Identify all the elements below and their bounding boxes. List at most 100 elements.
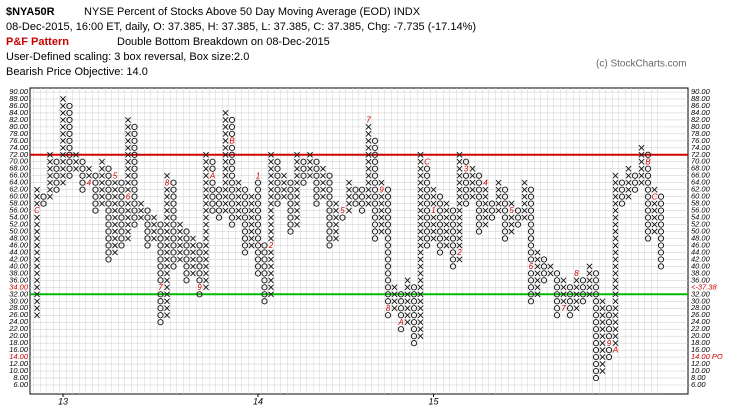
o-box xyxy=(118,207,125,214)
month-marker: 1 xyxy=(256,171,260,180)
x-box xyxy=(612,249,619,256)
x-box xyxy=(346,207,352,214)
x-box xyxy=(417,284,424,291)
o-column xyxy=(488,200,496,221)
month-marker: 2 xyxy=(268,241,274,250)
o-box xyxy=(527,277,535,284)
x-box xyxy=(404,319,411,326)
o-box xyxy=(105,193,112,200)
o-column xyxy=(540,256,548,284)
x-box xyxy=(164,214,170,221)
o-box xyxy=(287,186,294,193)
y-tick-label-left: 56.00 xyxy=(9,206,29,215)
y-tick-label-right: 44.00 xyxy=(691,247,711,256)
o-box xyxy=(157,319,164,326)
x-box xyxy=(34,221,40,228)
o-box xyxy=(384,284,392,291)
x-box xyxy=(534,263,541,270)
o-box xyxy=(592,326,600,333)
o-box xyxy=(501,235,509,242)
x-box xyxy=(417,270,424,277)
x-box xyxy=(268,193,274,200)
x-box xyxy=(391,298,398,305)
x-box xyxy=(164,284,170,291)
o-box xyxy=(53,186,60,193)
o-box xyxy=(462,179,470,186)
o-box xyxy=(579,284,587,291)
o-box xyxy=(261,256,268,263)
x-column xyxy=(294,151,300,228)
x-box xyxy=(60,179,66,186)
x-box xyxy=(203,186,209,193)
x-box xyxy=(456,172,463,179)
o-box xyxy=(144,228,151,235)
o-box xyxy=(157,312,164,319)
o-box xyxy=(436,221,444,228)
x-box xyxy=(599,368,606,375)
o-box xyxy=(157,242,164,249)
o-box xyxy=(79,158,86,165)
o-box xyxy=(579,298,587,305)
o-box xyxy=(53,165,60,172)
o-box xyxy=(371,193,379,200)
o-column xyxy=(274,158,281,207)
o-box xyxy=(384,235,392,242)
x-box xyxy=(112,179,118,186)
x-box xyxy=(86,165,92,172)
x-box xyxy=(638,165,645,172)
x-box xyxy=(268,235,274,242)
y-tick-label-right: 38.00 xyxy=(691,268,711,277)
x-box xyxy=(164,242,170,249)
o-column: 7 xyxy=(157,221,164,326)
x-box xyxy=(281,172,287,179)
x-box xyxy=(112,193,118,200)
o-box xyxy=(118,193,125,200)
x-box xyxy=(177,242,183,249)
x-box xyxy=(495,200,502,207)
o-box xyxy=(66,102,73,110)
x-box xyxy=(378,200,385,207)
o-box xyxy=(228,158,236,165)
y-tick-label-right: 80.00 xyxy=(691,122,711,131)
o-box xyxy=(326,221,333,228)
month-marker: 9 xyxy=(379,185,384,194)
o-column xyxy=(410,284,418,347)
o-box xyxy=(92,207,99,214)
o-box xyxy=(371,144,379,151)
x-box xyxy=(443,200,450,207)
x-box xyxy=(599,305,606,312)
o-box xyxy=(105,221,112,228)
o-box xyxy=(462,158,470,165)
x-box xyxy=(638,158,645,165)
o-box xyxy=(527,242,535,249)
x-box xyxy=(430,186,437,193)
x-column xyxy=(281,172,287,200)
o-box xyxy=(287,179,294,186)
o-box xyxy=(118,228,125,235)
o-box xyxy=(371,235,379,242)
x-box xyxy=(268,277,274,284)
o-box xyxy=(644,214,652,221)
x-box xyxy=(560,284,567,291)
y-tick-label-left: 10.00 xyxy=(9,366,29,375)
x-box xyxy=(365,193,372,200)
o-box xyxy=(618,200,626,207)
x-box xyxy=(222,137,229,144)
o-box xyxy=(196,270,203,277)
o-box xyxy=(371,151,379,158)
o-box xyxy=(423,165,431,172)
o-box xyxy=(261,298,268,305)
y-tick-label-right: 24.00 xyxy=(690,317,711,326)
o-box xyxy=(605,347,613,354)
x-column xyxy=(625,165,632,200)
x-box xyxy=(99,158,105,165)
x-box xyxy=(521,200,528,207)
x-box xyxy=(60,137,66,144)
x-box xyxy=(365,186,372,193)
x-box xyxy=(320,186,326,193)
x-column xyxy=(222,109,229,214)
o-box xyxy=(553,305,561,312)
y-tick-label-right: 90.00 xyxy=(691,87,711,96)
x-box xyxy=(34,186,40,193)
x-box xyxy=(586,277,593,284)
